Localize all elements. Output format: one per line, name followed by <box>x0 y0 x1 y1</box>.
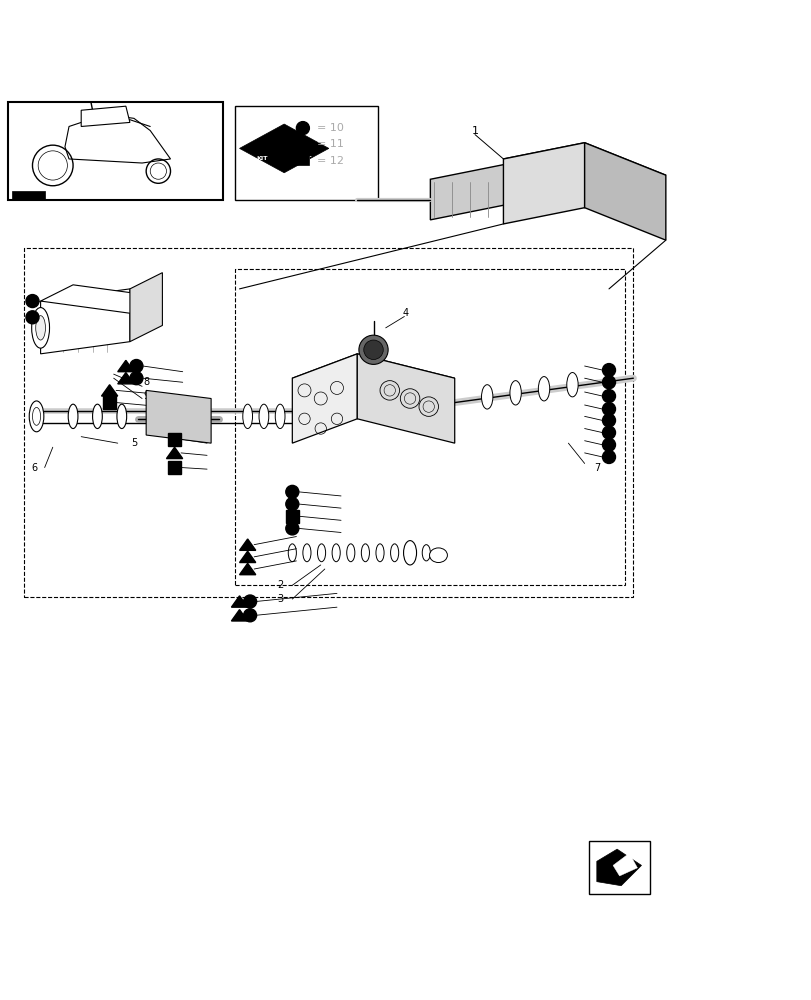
Circle shape <box>26 295 39 308</box>
Polygon shape <box>239 551 255 563</box>
Circle shape <box>243 609 256 622</box>
Polygon shape <box>292 354 357 443</box>
Ellipse shape <box>481 385 492 409</box>
Ellipse shape <box>68 404 78 429</box>
Polygon shape <box>81 106 130 126</box>
Ellipse shape <box>242 404 252 429</box>
Polygon shape <box>231 596 247 607</box>
Polygon shape <box>101 385 118 396</box>
Circle shape <box>602 376 615 389</box>
Ellipse shape <box>566 373 577 397</box>
Polygon shape <box>118 360 134 372</box>
Bar <box>8 102 223 200</box>
Circle shape <box>602 364 615 377</box>
Polygon shape <box>503 143 584 224</box>
Polygon shape <box>612 853 637 876</box>
Text: 5: 5 <box>131 438 137 448</box>
Bar <box>103 396 116 409</box>
Text: 7: 7 <box>593 463 599 473</box>
Circle shape <box>602 426 615 439</box>
Polygon shape <box>65 114 170 163</box>
Polygon shape <box>584 143 665 240</box>
Polygon shape <box>357 354 454 443</box>
Circle shape <box>285 485 298 498</box>
Polygon shape <box>239 539 255 550</box>
Polygon shape <box>292 354 454 403</box>
Ellipse shape <box>259 404 268 429</box>
Ellipse shape <box>32 308 49 348</box>
Circle shape <box>363 340 383 360</box>
Circle shape <box>285 522 298 535</box>
Bar <box>296 154 309 165</box>
Circle shape <box>130 360 143 373</box>
Circle shape <box>358 335 388 364</box>
Text: = 12: = 12 <box>316 156 343 166</box>
Circle shape <box>602 438 615 451</box>
Bar <box>24 248 633 597</box>
Polygon shape <box>596 849 641 886</box>
Bar <box>235 106 377 200</box>
Bar <box>168 433 181 446</box>
Ellipse shape <box>509 381 521 405</box>
Circle shape <box>602 450 615 463</box>
Polygon shape <box>12 191 45 200</box>
Polygon shape <box>239 563 255 575</box>
Bar <box>588 841 649 894</box>
Text: KIT: KIT <box>300 156 311 161</box>
Ellipse shape <box>29 401 44 432</box>
Polygon shape <box>41 285 162 313</box>
Polygon shape <box>146 390 211 443</box>
Polygon shape <box>166 447 182 459</box>
Circle shape <box>602 414 615 427</box>
Text: = 11: = 11 <box>316 139 343 149</box>
Polygon shape <box>296 137 309 148</box>
Circle shape <box>602 403 615 416</box>
Ellipse shape <box>275 404 285 429</box>
Polygon shape <box>503 143 665 191</box>
Circle shape <box>26 311 39 324</box>
Circle shape <box>602 390 615 403</box>
Text: 4: 4 <box>402 308 409 318</box>
Circle shape <box>296 122 309 135</box>
Polygon shape <box>130 273 162 342</box>
Ellipse shape <box>538 377 549 401</box>
Text: = 10: = 10 <box>316 123 343 133</box>
Text: 9: 9 <box>143 391 149 401</box>
Polygon shape <box>239 124 328 173</box>
Ellipse shape <box>36 316 45 340</box>
Text: KIT: KIT <box>256 156 268 161</box>
Polygon shape <box>231 610 247 621</box>
Text: 3: 3 <box>277 594 283 604</box>
Polygon shape <box>41 289 130 354</box>
Bar <box>285 510 298 523</box>
Circle shape <box>130 372 143 385</box>
Bar <box>168 461 181 474</box>
Text: 6: 6 <box>31 463 37 473</box>
Circle shape <box>285 498 298 511</box>
Text: 8: 8 <box>143 377 149 387</box>
Ellipse shape <box>117 404 127 429</box>
Polygon shape <box>430 163 511 220</box>
Ellipse shape <box>422 545 430 561</box>
Text: 1: 1 <box>471 126 478 136</box>
Bar <box>235 269 624 585</box>
Ellipse shape <box>92 404 102 429</box>
Ellipse shape <box>403 541 416 565</box>
Circle shape <box>243 595 256 608</box>
Text: 2: 2 <box>277 580 283 590</box>
Ellipse shape <box>429 548 447 563</box>
Polygon shape <box>118 373 134 384</box>
